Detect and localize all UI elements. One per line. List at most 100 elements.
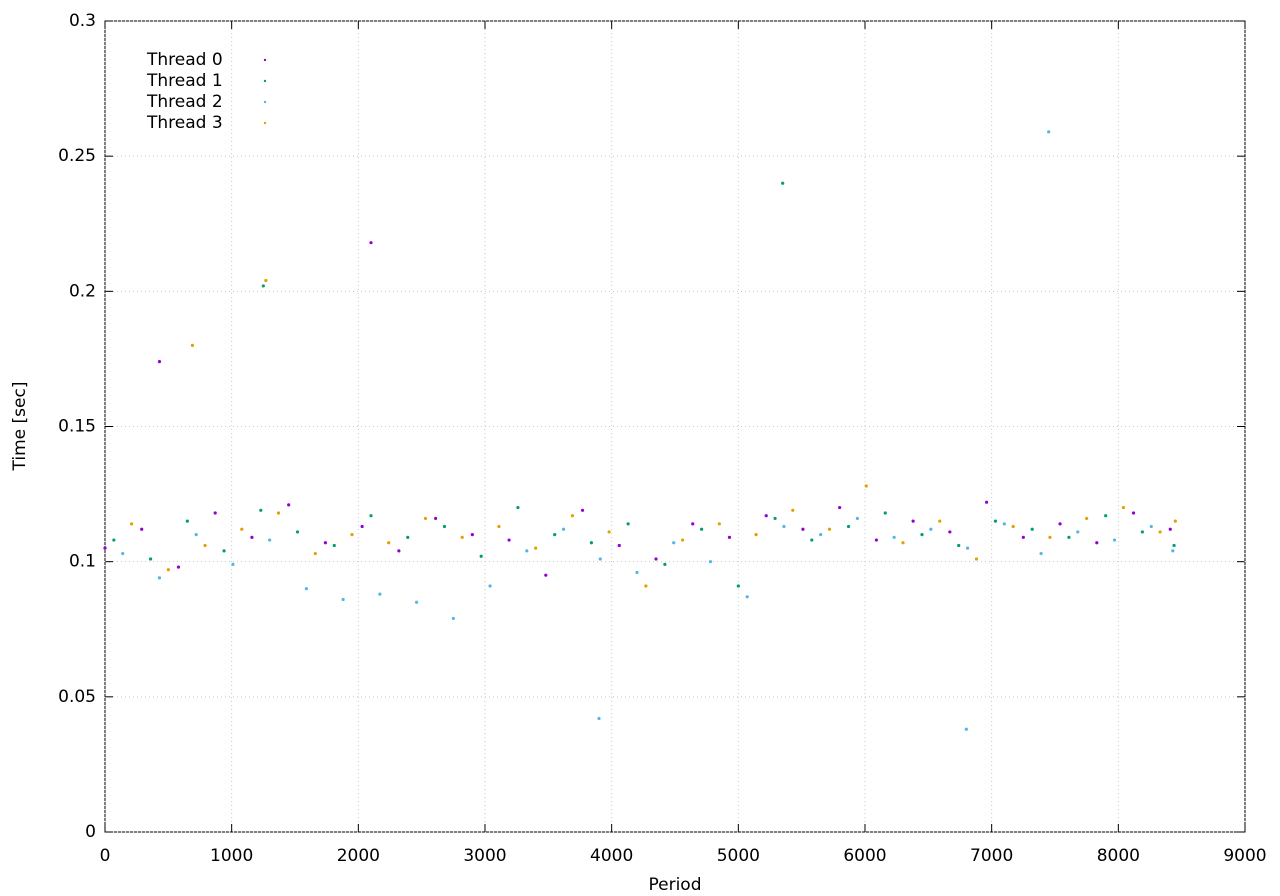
point xyxy=(553,533,557,537)
point xyxy=(287,503,291,507)
point xyxy=(488,584,492,588)
point xyxy=(341,597,345,602)
point xyxy=(920,533,924,537)
point xyxy=(781,181,785,185)
point xyxy=(708,560,713,564)
y-tick-label: 0.2 xyxy=(69,281,96,301)
x-tick-label: 9000 xyxy=(1223,846,1266,866)
x-tick-label: 4000 xyxy=(590,846,633,866)
point xyxy=(727,535,732,539)
point xyxy=(717,522,721,526)
point xyxy=(617,543,621,548)
point xyxy=(589,541,594,545)
point xyxy=(451,616,455,621)
point xyxy=(855,516,860,521)
point xyxy=(194,533,198,537)
point xyxy=(378,592,382,596)
y-tick-label: 0 xyxy=(85,822,96,842)
point xyxy=(460,535,464,539)
point xyxy=(149,557,153,561)
point xyxy=(957,543,961,548)
point xyxy=(157,360,162,364)
legend-label: Thread 2 xyxy=(146,92,223,112)
x-tick-label: 1000 xyxy=(210,846,253,866)
point xyxy=(313,551,317,556)
point xyxy=(479,554,483,558)
point xyxy=(1011,524,1015,529)
point xyxy=(140,527,144,531)
point xyxy=(1171,549,1175,553)
x-tick-label: 6000 xyxy=(843,846,886,866)
point xyxy=(1104,514,1108,518)
point xyxy=(423,516,428,521)
point xyxy=(764,514,768,518)
point xyxy=(470,533,474,537)
point xyxy=(864,484,868,488)
point xyxy=(691,522,695,526)
point xyxy=(516,506,520,510)
point xyxy=(810,538,814,542)
point xyxy=(103,546,107,550)
point xyxy=(663,562,667,566)
point xyxy=(1002,522,1006,526)
point xyxy=(1076,530,1080,534)
point xyxy=(782,524,786,529)
x-tick-label: 3000 xyxy=(463,846,506,866)
point xyxy=(736,584,740,588)
point xyxy=(635,570,639,575)
point xyxy=(1021,535,1025,539)
point xyxy=(397,549,401,553)
point xyxy=(185,519,189,523)
point xyxy=(1112,538,1117,542)
point xyxy=(597,716,601,721)
point xyxy=(827,527,832,531)
legend-marker xyxy=(263,79,267,83)
point xyxy=(190,343,194,347)
x-axis-label: Period xyxy=(648,875,701,895)
point xyxy=(754,533,758,537)
point xyxy=(544,573,548,577)
legend-label: Thread 1 xyxy=(146,71,223,91)
point xyxy=(222,549,226,553)
point xyxy=(1030,527,1034,531)
point xyxy=(203,543,207,548)
point xyxy=(1047,130,1051,134)
point xyxy=(1039,551,1043,556)
point xyxy=(369,514,373,518)
point xyxy=(1058,522,1062,526)
point xyxy=(929,527,933,531)
point xyxy=(1095,541,1099,545)
point xyxy=(497,524,501,529)
point xyxy=(901,541,905,545)
point xyxy=(525,549,529,553)
x-tick-label: 8000 xyxy=(1097,846,1140,866)
point xyxy=(350,533,354,537)
point xyxy=(1131,511,1136,515)
point xyxy=(534,546,538,550)
point xyxy=(993,519,998,523)
point xyxy=(561,527,566,531)
point xyxy=(157,576,162,580)
legend-marker xyxy=(263,58,267,62)
point xyxy=(654,557,658,561)
point xyxy=(1149,524,1153,529)
point xyxy=(1121,506,1125,510)
point xyxy=(231,562,235,566)
point xyxy=(1172,543,1176,548)
point xyxy=(964,727,968,731)
point xyxy=(213,511,217,515)
point xyxy=(387,541,391,545)
x-tick-label: 7000 xyxy=(970,846,1013,866)
y-axis-label: Time [sec] xyxy=(10,382,30,472)
point xyxy=(1158,530,1162,534)
point xyxy=(801,527,805,531)
point xyxy=(644,584,648,588)
x-tick-label: 5000 xyxy=(717,846,760,866)
point xyxy=(276,511,281,515)
legend-marker xyxy=(263,121,267,125)
point xyxy=(332,543,336,548)
point xyxy=(892,535,896,539)
y-tick-label: 0.05 xyxy=(58,687,96,707)
point xyxy=(1067,535,1071,539)
y-tick-label: 0.25 xyxy=(58,146,96,166)
